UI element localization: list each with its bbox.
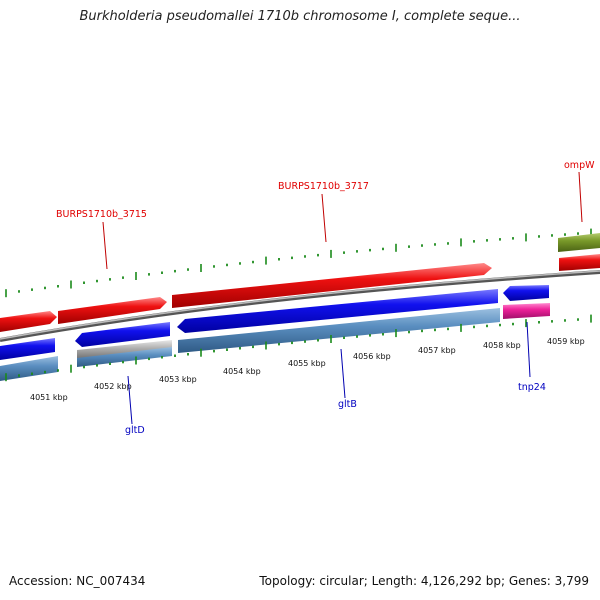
gene-label-tnp24: tnp24: [518, 382, 546, 393]
cds-reverse-1[interactable]: [0, 338, 55, 360]
leader-line-tnp24: [526, 321, 531, 378]
tick-label: 4054 kbp: [223, 367, 261, 376]
leader-line-gltb: [340, 348, 346, 399]
tick-label: 4056 kbp: [353, 352, 391, 361]
cds-forward-1[interactable]: [0, 311, 57, 332]
cds-forward-3[interactable]: [172, 263, 492, 308]
cds-reverse-2[interactable]: [75, 322, 170, 347]
gene-reverse-1[interactable]: [0, 356, 58, 381]
gene-reverse-2[interactable]: [77, 347, 172, 367]
gene-pseudo[interactable]: [77, 340, 172, 360]
map-title: Burkholderia pseudomallei 1710b chromoso…: [79, 9, 521, 24]
tick-labels: 4051 kbp 4052 kbp 4053 kbp 4054 kbp 4055…: [30, 337, 585, 402]
accession-label: Accession: NC_007434: [9, 574, 146, 588]
tick-label: 4055 kbp: [288, 359, 326, 368]
gene-label-burps1710b-3715: BURPS1710b_3715: [56, 209, 147, 220]
cds-forward-4[interactable]: [559, 254, 600, 271]
leader-line-3717: [321, 193, 327, 243]
tick-label: 4057 kbp: [418, 346, 456, 355]
leader-line-ompw: [578, 171, 583, 223]
tick-label: 4059 kbp: [547, 337, 585, 346]
leader-line-3715: [102, 221, 108, 270]
inner-ticks: [5, 314, 592, 382]
genome-backbone: [0, 270, 600, 342]
outer-ticks: [5, 228, 592, 298]
gene-olive[interactable]: [558, 233, 600, 252]
gene-pink[interactable]: [503, 303, 550, 319]
genome-backbone-highlight: [0, 270, 600, 340]
gene-label-gltb: gltB: [338, 399, 357, 410]
tick-label: 4051 kbp: [30, 393, 68, 402]
cds-reverse-4[interactable]: [503, 285, 549, 301]
gene-label-burps1710b-3717: BURPS1710b_3717: [278, 181, 369, 192]
tick-label: 4058 kbp: [483, 341, 521, 350]
gene-label-ompw: ompW: [564, 160, 595, 171]
gene-reverse-3[interactable]: [178, 308, 500, 353]
cds-reverse-3[interactable]: [177, 289, 498, 333]
gene-label-gltd: gltD: [125, 425, 145, 436]
cds-forward-2[interactable]: [58, 297, 167, 324]
tick-label: 4053 kbp: [159, 375, 197, 384]
topology-label: Topology: circular; Length: 4,126,292 bp…: [259, 574, 589, 588]
leader-line-gltd: [127, 375, 133, 425]
tick-label: 4052 kbp: [94, 382, 132, 391]
